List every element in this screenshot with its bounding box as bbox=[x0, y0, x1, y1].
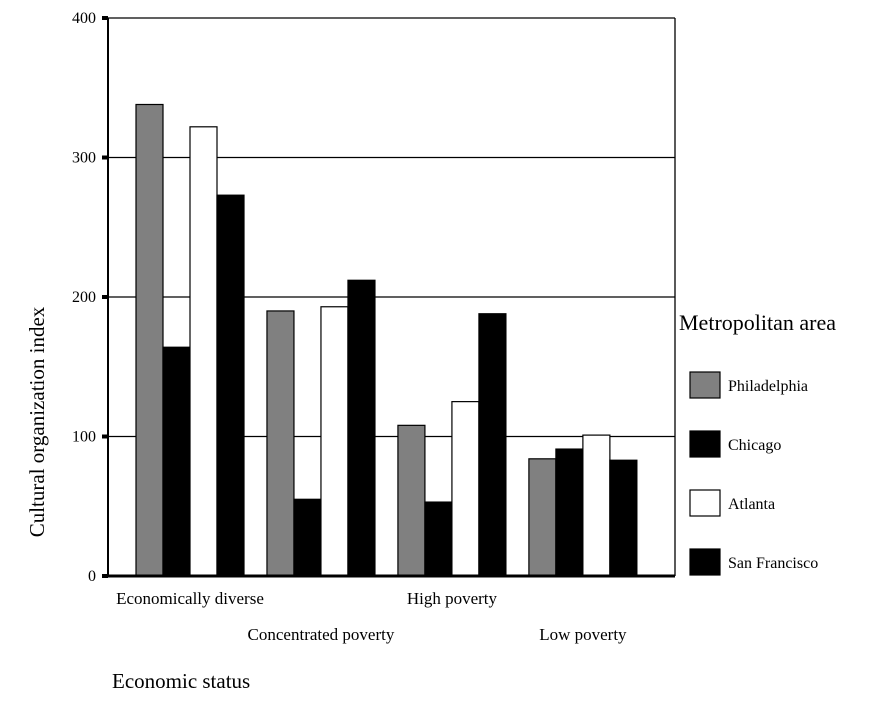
bars bbox=[135, 103, 638, 577]
bar-low-poverty-chicago bbox=[555, 448, 584, 577]
y-tick-mark-0 bbox=[102, 574, 108, 578]
legend-swatch-chicago bbox=[689, 430, 721, 458]
bar-high-poverty-chicago bbox=[424, 501, 453, 577]
bar-low-poverty-san-francisco bbox=[609, 459, 638, 577]
y-tick-mark-400 bbox=[102, 16, 108, 20]
y-tick-mark-100 bbox=[102, 434, 108, 439]
bar-economically-diverse-chicago bbox=[162, 346, 191, 577]
bar-economically-diverse-atlanta bbox=[189, 126, 218, 577]
legend-title: Metropolitan area bbox=[679, 310, 836, 335]
legend-items: Philadelphia Chicago Atlanta San Francisco bbox=[689, 371, 818, 576]
legend-label-philadelphia: Philadelphia bbox=[728, 378, 808, 395]
legend-label-atlanta: Atlanta bbox=[728, 496, 775, 513]
x-category-label-high-poverty: High poverty bbox=[407, 589, 498, 608]
bar-high-poverty-philadelphia bbox=[397, 424, 426, 577]
x-category-label-low-poverty: Low poverty bbox=[539, 625, 627, 644]
bar-high-poverty-atlanta bbox=[451, 401, 480, 577]
legend-swatch-san-francisco bbox=[689, 548, 721, 576]
bar-high-poverty-san-francisco bbox=[478, 313, 507, 577]
bar-economically-diverse-san-francisco bbox=[216, 194, 245, 577]
y-tick-mark-200 bbox=[102, 295, 108, 299]
bar-low-poverty-philadelphia bbox=[528, 458, 557, 577]
y-tick-label-0: 0 bbox=[88, 568, 96, 585]
legend-label-san-francisco: San Francisco bbox=[728, 555, 818, 572]
axes bbox=[102, 16, 676, 578]
bar-low-poverty-atlanta bbox=[582, 434, 611, 577]
y-tick-mark-300 bbox=[102, 155, 108, 160]
legend: Metropolitan area Philadelphia Chicago Atl… bbox=[679, 310, 836, 576]
x-category-labels: Economically diverse Concentrated poverty… bbox=[116, 589, 627, 644]
y-tick-labels: 0 100 200 300 400 bbox=[72, 10, 96, 585]
legend-swatch-atlanta bbox=[689, 489, 721, 517]
legend-label-chicago: Chicago bbox=[728, 437, 781, 454]
y-tick-label-200: 200 bbox=[72, 289, 96, 306]
bar-economically-diverse-philadelphia bbox=[135, 103, 164, 577]
bar-concentrated-poverty-philadelphia bbox=[266, 310, 295, 577]
bar-concentrated-poverty-atlanta bbox=[320, 306, 349, 577]
x-axis-title: Economic status bbox=[112, 669, 250, 693]
y-tick-label-300: 300 bbox=[72, 150, 96, 167]
x-category-label-economically-diverse: Economically diverse bbox=[116, 589, 264, 608]
x-category-label-concentrated-poverty: Concentrated poverty bbox=[248, 625, 395, 644]
legend-swatch-philadelphia bbox=[689, 371, 721, 399]
y-axis-title: Cultural organization index bbox=[25, 306, 49, 537]
y-tick-label-400: 400 bbox=[72, 10, 96, 27]
bar-concentrated-poverty-san-francisco bbox=[347, 279, 376, 577]
bar-concentrated-poverty-chicago bbox=[293, 498, 322, 577]
y-tick-label-100: 100 bbox=[72, 429, 96, 446]
